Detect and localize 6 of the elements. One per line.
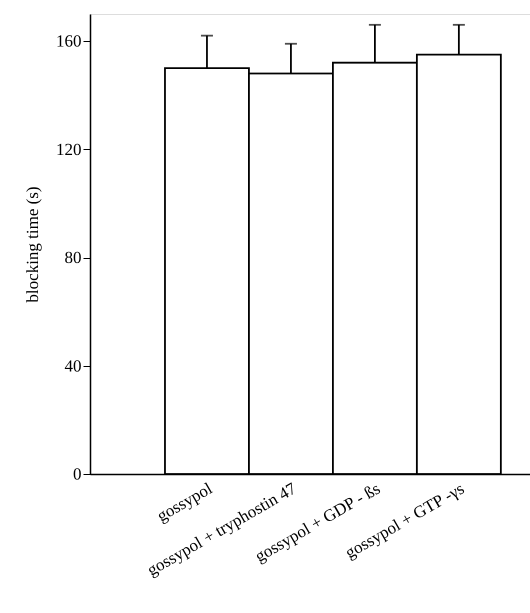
y-axis-title: blocking time (s) [23, 186, 42, 303]
y-tick-label: 40 [64, 356, 82, 376]
y-tick-label: 80 [64, 248, 82, 268]
y-tick-label: 0 [73, 464, 82, 484]
y-tick-label: 160 [56, 32, 82, 51]
y-tick-label: 120 [56, 140, 82, 159]
